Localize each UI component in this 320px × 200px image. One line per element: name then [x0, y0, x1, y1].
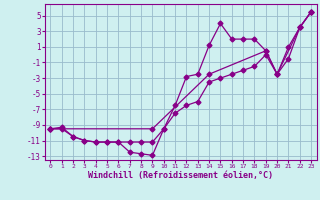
X-axis label: Windchill (Refroidissement éolien,°C): Windchill (Refroidissement éolien,°C): [88, 171, 273, 180]
